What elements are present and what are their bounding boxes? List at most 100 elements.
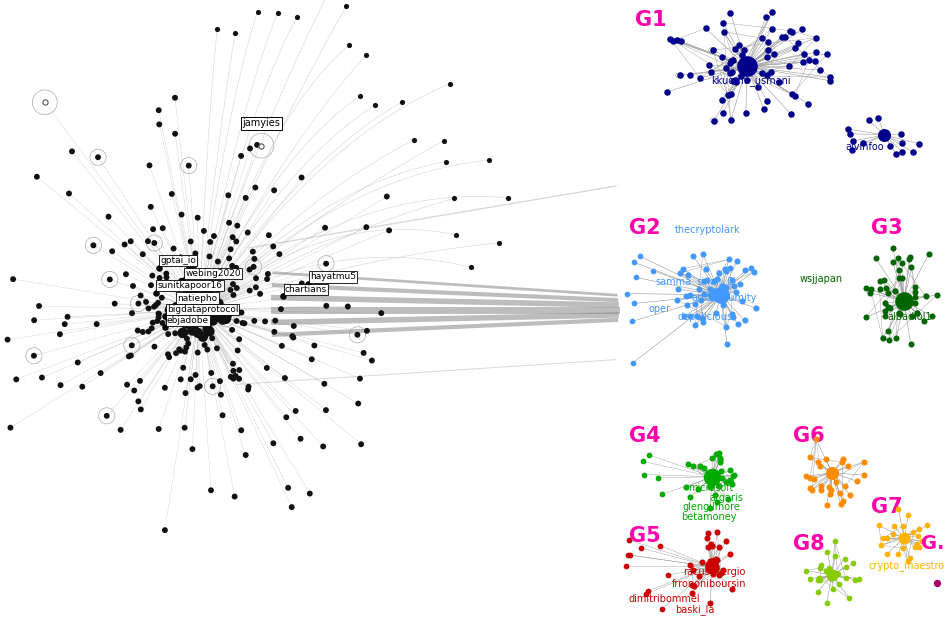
Point: [722, 58, 737, 68]
Point: [715, 300, 731, 310]
Point: [709, 275, 724, 285]
Point: [810, 575, 826, 585]
Point: [739, 61, 754, 71]
Point: [254, 141, 269, 151]
Point: [822, 482, 837, 492]
Point: [62, 188, 77, 198]
Point: [712, 448, 727, 458]
Point: [847, 575, 863, 585]
Point: [705, 569, 720, 578]
Point: [304, 355, 319, 365]
Point: [229, 236, 244, 246]
Point: [808, 47, 824, 57]
Point: [714, 95, 730, 105]
Point: [620, 550, 636, 560]
Text: samma: samma: [656, 277, 692, 286]
Point: [726, 471, 741, 480]
Point: [838, 562, 853, 572]
Point: [705, 562, 720, 572]
Point: [60, 312, 75, 322]
Point: [625, 316, 640, 326]
Point: [761, 45, 776, 55]
Text: G.: G.: [921, 534, 944, 553]
Point: [636, 469, 652, 479]
Point: [9, 374, 24, 384]
Point: [856, 457, 871, 467]
Point: [673, 71, 688, 81]
Point: [141, 236, 156, 246]
Point: [443, 79, 458, 89]
Point: [734, 296, 750, 306]
Point: [877, 275, 892, 285]
Point: [176, 275, 191, 285]
Point: [886, 521, 902, 531]
Point: [184, 293, 200, 303]
Point: [158, 383, 173, 392]
Point: [185, 444, 200, 454]
Point: [148, 288, 163, 298]
Point: [135, 327, 150, 337]
Point: [813, 482, 828, 492]
Point: [877, 306, 892, 316]
Point: [211, 303, 226, 312]
Point: [872, 284, 887, 294]
Text: G7: G7: [871, 497, 902, 517]
Point: [188, 370, 203, 380]
Point: [173, 346, 188, 356]
Text: G8: G8: [792, 534, 825, 554]
Point: [720, 494, 735, 504]
Point: [835, 496, 850, 506]
Point: [183, 374, 199, 384]
Point: [810, 587, 826, 596]
Point: [703, 556, 718, 566]
Point: [877, 130, 892, 140]
Point: [754, 33, 770, 43]
Point: [124, 350, 139, 360]
Point: [352, 91, 368, 101]
Point: [227, 28, 242, 38]
Point: [777, 32, 792, 42]
Point: [151, 105, 166, 115]
Point: [215, 305, 230, 315]
Point: [760, 37, 775, 47]
Point: [713, 466, 729, 476]
Point: [696, 276, 712, 286]
Point: [284, 502, 299, 512]
Point: [359, 50, 374, 60]
Point: [168, 348, 183, 358]
Point: [722, 68, 737, 78]
Point: [160, 305, 175, 315]
Point: [907, 298, 922, 308]
Point: [700, 542, 715, 552]
Point: [812, 573, 827, 583]
Point: [733, 71, 749, 81]
Point: [727, 76, 742, 86]
Point: [249, 273, 264, 283]
Point: [172, 344, 187, 354]
Point: [750, 82, 765, 92]
Point: [641, 450, 656, 460]
Point: [317, 223, 332, 232]
Point: [729, 286, 744, 296]
Point: [912, 139, 927, 149]
Point: [725, 312, 740, 322]
Point: [802, 483, 817, 493]
Point: [651, 473, 666, 483]
Point: [659, 87, 674, 97]
Point: [702, 290, 717, 300]
Point: [709, 450, 724, 459]
Point: [902, 252, 918, 262]
Point: [754, 68, 770, 78]
Point: [822, 564, 837, 574]
Point: [37, 97, 52, 107]
Point: [143, 202, 159, 212]
Point: [179, 319, 194, 329]
Point: [890, 254, 905, 264]
Point: [702, 556, 717, 565]
Point: [645, 265, 660, 275]
Point: [904, 311, 920, 321]
Point: [893, 309, 908, 319]
Point: [618, 561, 634, 571]
Point: [259, 274, 275, 284]
Point: [719, 266, 734, 276]
